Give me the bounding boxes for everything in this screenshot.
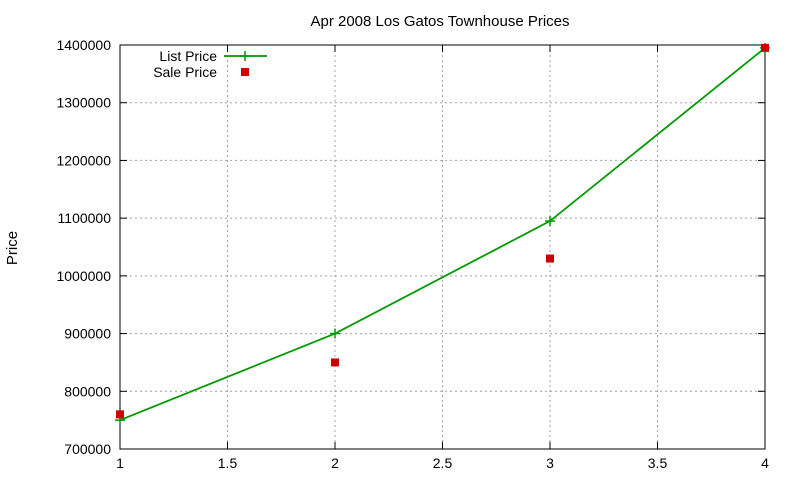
x-tick-label: 2	[331, 455, 339, 471]
y-tick-label: 1400000	[56, 37, 111, 53]
plot-border	[119, 44, 766, 450]
legend-label-sale-price: Sale Price	[153, 64, 217, 80]
grid	[120, 45, 765, 449]
y-tick-label: 900000	[64, 326, 111, 342]
y-tick-label: 1000000	[56, 268, 111, 284]
y-tick-label: 1100000	[58, 210, 112, 226]
series-sale-price	[116, 43, 769, 419]
data-point-sale-price	[761, 43, 769, 52]
y-tick-label: 800000	[64, 383, 111, 399]
x-tick-label: 2.5	[433, 455, 453, 471]
legend-marker-list-price	[240, 51, 250, 61]
y-tick-label: 1300000	[56, 95, 111, 111]
x-tick-label: 1.5	[218, 455, 238, 471]
y-tick-label: 700000	[64, 441, 111, 457]
series	[115, 42, 770, 426]
data-point-list-price	[330, 328, 340, 339]
chart-title: Apr 2008 Los Gatos Townhouse Prices	[310, 13, 569, 30]
data-point-list-price	[545, 216, 555, 227]
y-axis-label: Price	[4, 231, 21, 265]
data-point-sale-price	[116, 410, 124, 419]
x-tick-label: 3.5	[648, 455, 668, 471]
x-tick-label: 4	[761, 455, 769, 471]
x-tick-label: 1	[116, 455, 124, 471]
series-line-list-price	[119, 47, 766, 421]
x-tick-label: 3	[546, 455, 554, 471]
axis-ticks: 1 1.5 2 2.5 3 3.5 4 700000 800000 900000 1000000 11…	[56, 37, 769, 471]
y-tick-label: 1200000	[56, 152, 111, 168]
legend-label-list-price: List Price	[159, 48, 217, 64]
data-point-sale-price	[331, 358, 339, 367]
data-point-sale-price	[546, 254, 554, 263]
legend-marker-sale-price	[241, 68, 249, 76]
